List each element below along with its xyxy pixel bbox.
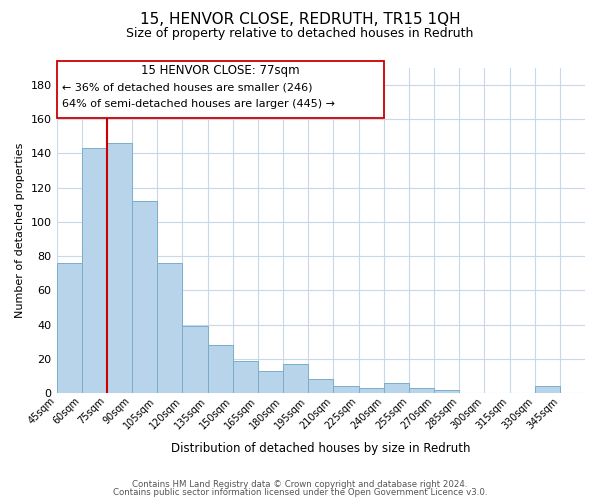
Bar bbox=[182, 326, 208, 393]
Bar bbox=[258, 371, 283, 393]
FancyBboxPatch shape bbox=[56, 61, 384, 118]
Bar bbox=[132, 202, 157, 393]
Bar bbox=[82, 148, 107, 393]
Text: 64% of semi-detached houses are larger (445) →: 64% of semi-detached houses are larger (… bbox=[62, 98, 335, 108]
Bar bbox=[409, 388, 434, 393]
Bar bbox=[308, 380, 334, 393]
Bar bbox=[107, 143, 132, 393]
Bar bbox=[233, 360, 258, 393]
Text: 15 HENVOR CLOSE: 77sqm: 15 HENVOR CLOSE: 77sqm bbox=[141, 64, 299, 78]
Text: Contains public sector information licensed under the Open Government Licence v3: Contains public sector information licen… bbox=[113, 488, 487, 497]
Text: 15, HENVOR CLOSE, REDRUTH, TR15 1QH: 15, HENVOR CLOSE, REDRUTH, TR15 1QH bbox=[140, 12, 460, 28]
Bar bbox=[56, 263, 82, 393]
X-axis label: Distribution of detached houses by size in Redruth: Distribution of detached houses by size … bbox=[171, 442, 470, 455]
Bar bbox=[334, 386, 359, 393]
Text: Size of property relative to detached houses in Redruth: Size of property relative to detached ho… bbox=[127, 28, 473, 40]
Text: ← 36% of detached houses are smaller (246): ← 36% of detached houses are smaller (24… bbox=[62, 82, 313, 92]
Bar bbox=[359, 388, 383, 393]
Text: Contains HM Land Registry data © Crown copyright and database right 2024.: Contains HM Land Registry data © Crown c… bbox=[132, 480, 468, 489]
Bar bbox=[208, 345, 233, 393]
Bar bbox=[535, 386, 560, 393]
Bar bbox=[434, 390, 459, 393]
Bar bbox=[157, 263, 182, 393]
Y-axis label: Number of detached properties: Number of detached properties bbox=[15, 142, 25, 318]
Bar bbox=[383, 383, 409, 393]
Bar bbox=[283, 364, 308, 393]
